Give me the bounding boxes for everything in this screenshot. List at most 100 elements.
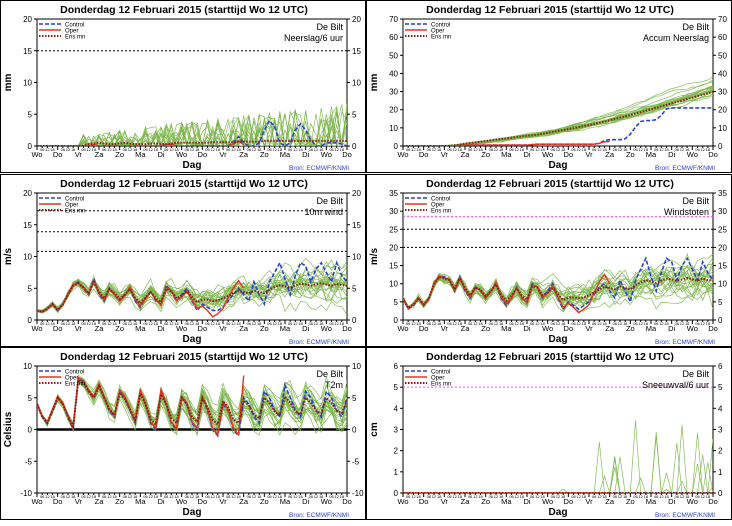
x-day-label: Do: [564, 324, 574, 333]
location-label: De Bilt: [316, 369, 343, 379]
x-day-label: Vr: [585, 497, 593, 506]
y-tick-label: 10: [352, 362, 361, 371]
plot-area: [37, 374, 347, 438]
x-hour-label: 12: [45, 321, 50, 326]
x-hour-label: 18: [416, 494, 421, 499]
panel-neerslag-6-uur: Donderdag 12 Februari 2015 (starttijd Wo…: [0, 0, 366, 173]
ensemble-member-line: [403, 85, 713, 146]
x-hour-label: 12: [535, 147, 540, 152]
y-tick-label: 20: [352, 15, 361, 24]
chart-svg: Donderdag 12 Februari 2015 (starttijd Wo…: [369, 4, 727, 172]
y-tick-label: 20: [389, 243, 398, 252]
x-hour-label: 18: [195, 494, 200, 499]
y-tick-label: 0: [394, 142, 399, 151]
x-hour-label: 12: [128, 147, 133, 152]
x-hour-label: 18: [602, 494, 607, 499]
y-tick-label: 70: [718, 15, 727, 24]
x-day-label: Zo: [260, 324, 269, 333]
x-hour-label: 06: [509, 494, 514, 499]
legend-label: Oper: [65, 376, 78, 382]
y-tick-label: 5: [28, 110, 33, 119]
x-day-label: Wo: [687, 150, 698, 159]
x-hour-label: 18: [685, 321, 690, 326]
x-hour-label: 12: [432, 321, 437, 326]
x-hour-label: 18: [92, 494, 97, 499]
ensemble-member-line: [403, 438, 713, 493]
x-hour-label: 06: [592, 494, 597, 499]
x-hour-label: 06: [102, 147, 107, 152]
y-tick-label: 3: [394, 426, 399, 435]
x-day-label: Wo: [31, 150, 42, 159]
x-hour-label: 12: [148, 147, 153, 152]
ensemble-member-line: [403, 88, 713, 146]
y-axis-label: m/s: [3, 247, 14, 265]
x-day-label: Za: [95, 150, 105, 159]
x-hour-label: 06: [123, 147, 128, 152]
y-tick-label: 4: [718, 404, 723, 413]
x-hour-label: 06: [205, 494, 210, 499]
x-hour-label: 12: [148, 494, 153, 499]
y-tick-label: -5: [352, 457, 360, 466]
x-hour-label: 12: [597, 321, 602, 326]
x-axis-label: Dag: [183, 334, 202, 345]
x-hour-label: 12: [659, 494, 664, 499]
x-hour-label: 18: [458, 147, 463, 152]
x-hour-label: 18: [216, 147, 221, 152]
y-tick-label: 5: [352, 394, 357, 403]
x-hour-label: 12: [452, 494, 457, 499]
legend-label: Control: [65, 23, 84, 29]
y-tick-label: 6: [394, 362, 399, 371]
x-hour-label: 18: [340, 321, 345, 326]
ensemble-member-line: [403, 85, 713, 146]
x-hour-label: 06: [61, 147, 66, 152]
y-tick-label: 60: [718, 33, 727, 42]
y-tick-label: 15: [23, 47, 32, 56]
x-hour-label: 06: [40, 494, 45, 499]
x-hour-label: 06: [468, 321, 473, 326]
x-hour-label: 12: [66, 147, 71, 152]
x-day-label: Zo: [626, 324, 635, 333]
x-day-label: Za: [605, 324, 615, 333]
x-hour-label: 18: [133, 321, 138, 326]
x-hour-label: 06: [613, 147, 618, 152]
x-hour-label: 12: [576, 494, 581, 499]
x-hour-label: 12: [252, 147, 257, 152]
x-hour-label: 06: [247, 147, 252, 152]
x-hour-label: 06: [654, 147, 659, 152]
y-tick-label: 1: [718, 468, 723, 477]
series-ens-mn: [37, 279, 347, 313]
chart-svg: Donderdag 12 Februari 2015 (starttijd Wo…: [3, 4, 361, 172]
x-day-label: Ma: [501, 150, 512, 159]
x-hour-label: 06: [40, 147, 45, 152]
x-hour-label: 12: [86, 321, 91, 326]
x-hour-label: 06: [185, 147, 190, 152]
x-day-label: Ma: [646, 150, 657, 159]
x-hour-label: 06: [81, 494, 86, 499]
x-day-label: Za: [239, 497, 249, 506]
x-day-label: Do: [419, 150, 429, 159]
x-hour-label: 06: [571, 147, 576, 152]
ensemble-member-line: [403, 86, 713, 146]
x-hour-label: 18: [154, 494, 159, 499]
x-hour-label: 06: [267, 147, 272, 152]
plot-area: [403, 76, 713, 146]
x-day-label: Zo: [481, 150, 490, 159]
x-day-label: Zo: [626, 497, 635, 506]
x-axis-label: Dag: [549, 334, 568, 345]
x-hour-label: 12: [597, 494, 602, 499]
x-hour-label: 12: [618, 147, 623, 152]
x-day-label: Wo: [397, 497, 408, 506]
x-hour-label: 18: [133, 147, 138, 152]
ensemble-member-line: [37, 110, 347, 146]
x-day-label: Do: [564, 497, 574, 506]
x-day-label: Di: [157, 497, 164, 506]
x-day-label: Za: [239, 150, 249, 159]
x-day-label: Vr: [441, 497, 449, 506]
x-hour-label: 18: [602, 147, 607, 152]
ensemble-member-line: [403, 76, 713, 146]
variable-label: 10m wind: [304, 207, 343, 217]
variable-label: Sneeuwval/6 uur: [642, 380, 709, 390]
ensemble-member-line: [403, 424, 713, 493]
x-day-label: Za: [605, 150, 615, 159]
series-ens-mn: [37, 139, 347, 146]
